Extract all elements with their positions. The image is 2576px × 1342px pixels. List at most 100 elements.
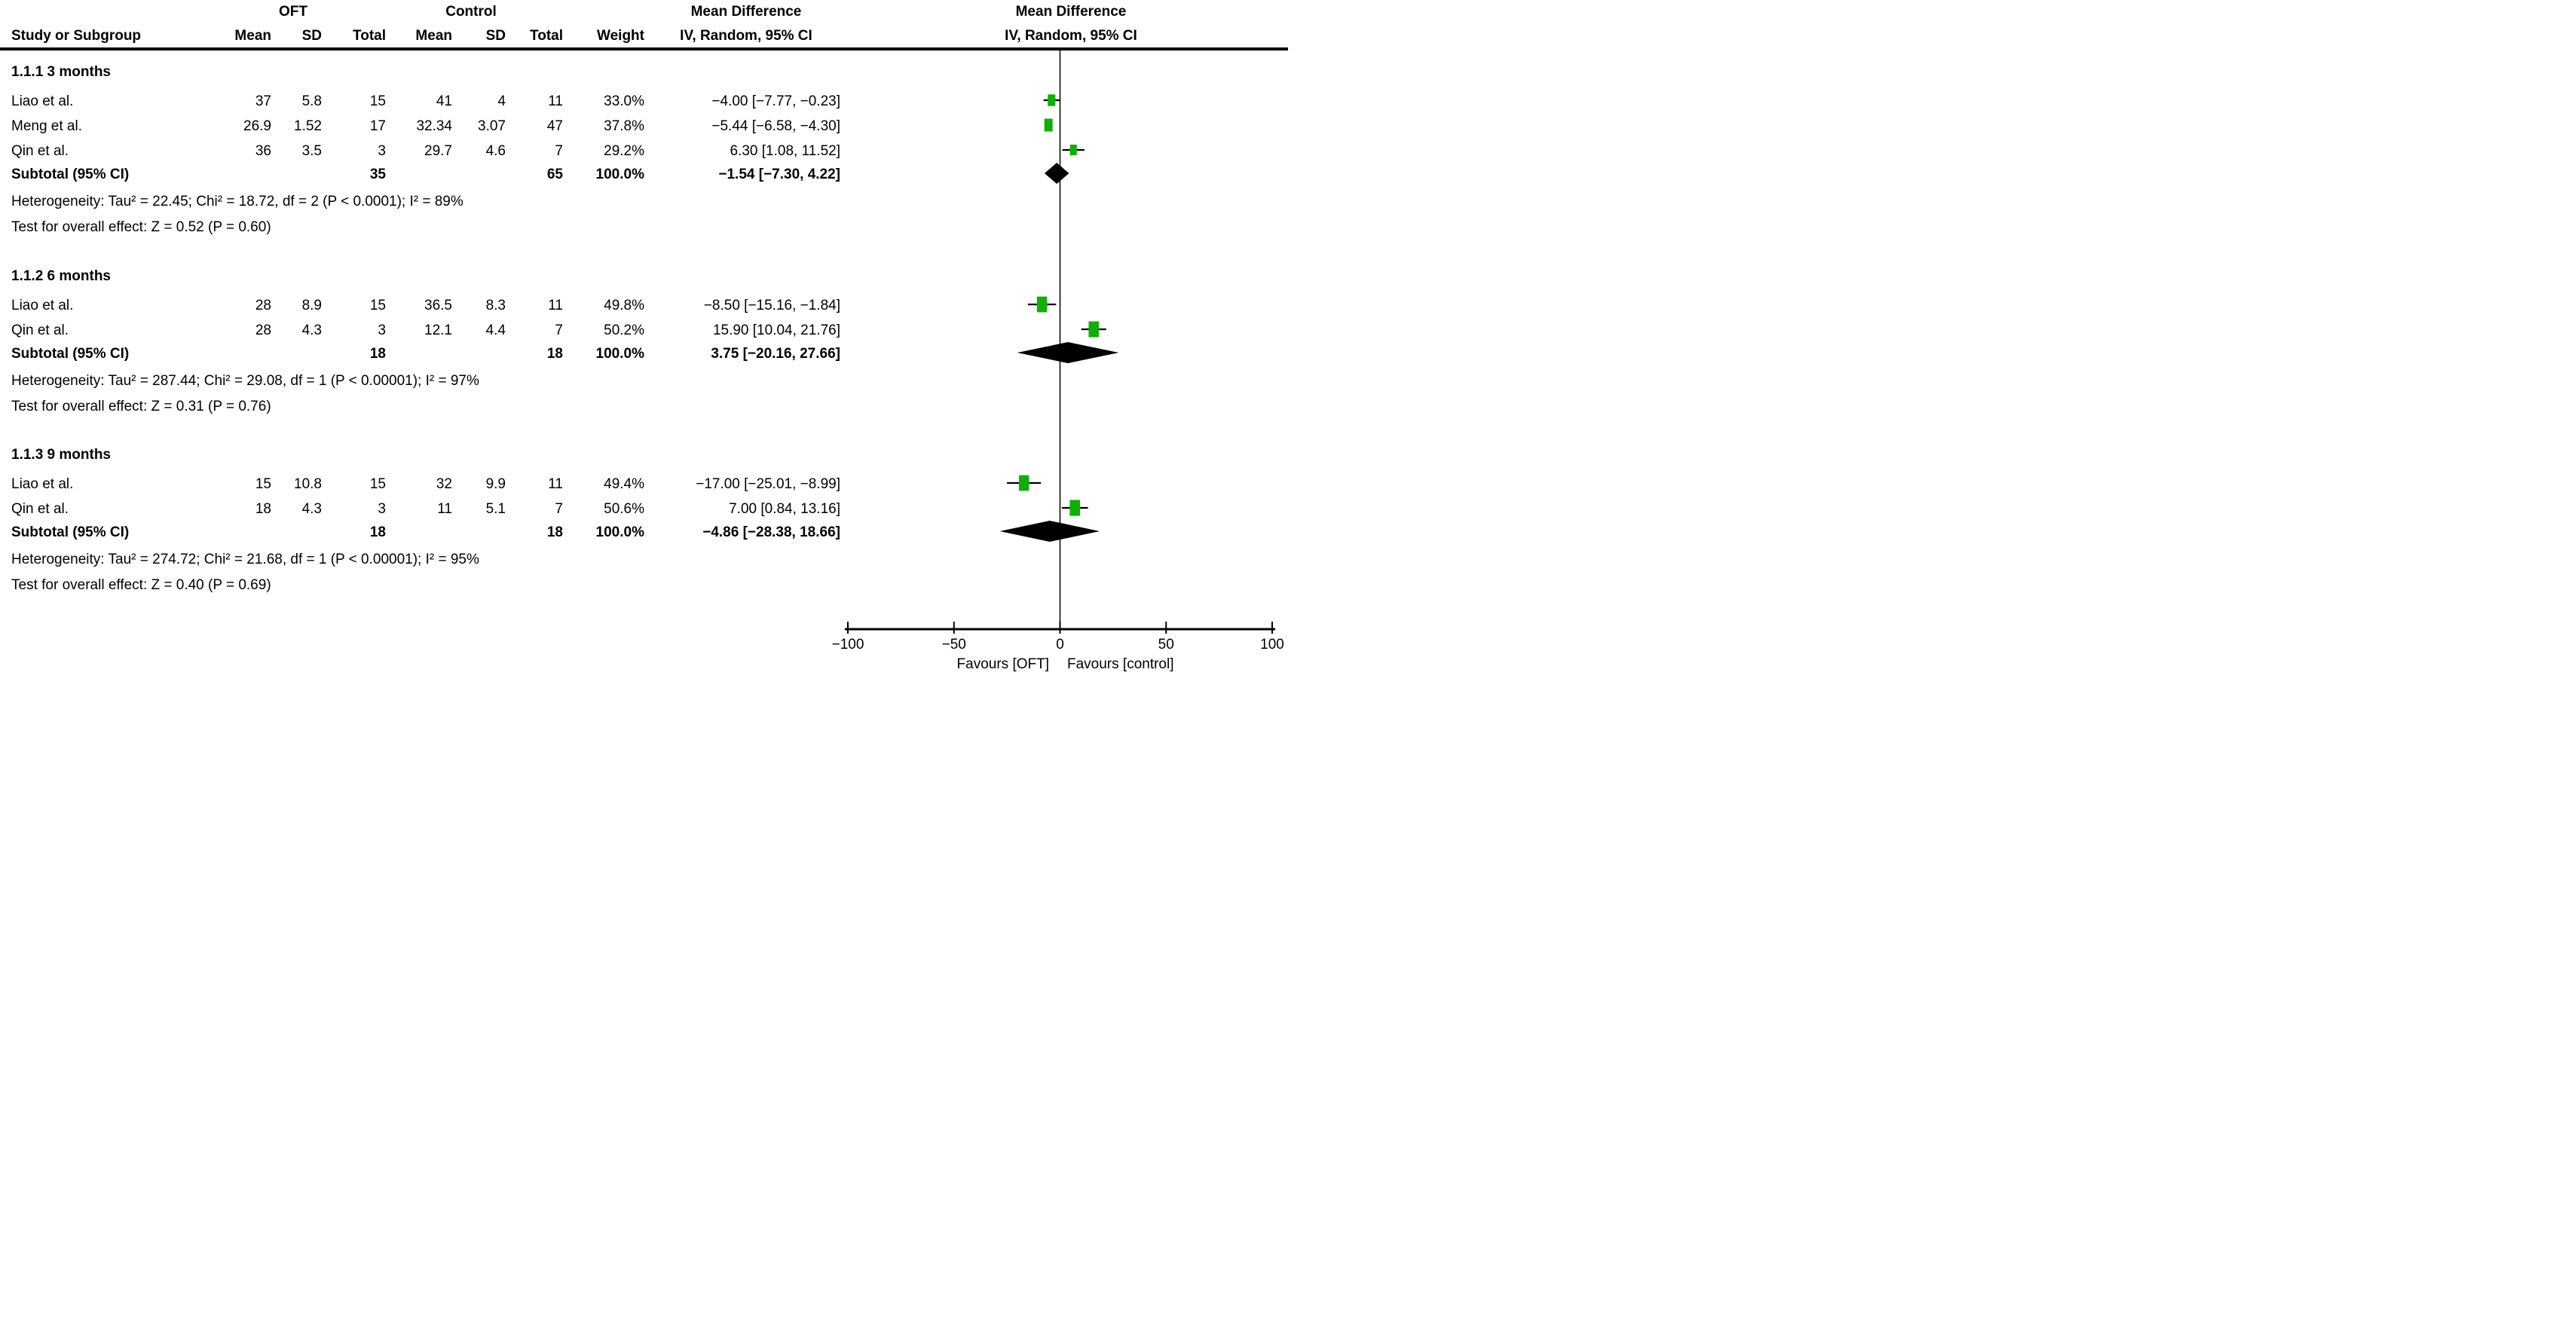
study-md-ci: 7.00 [0.84, 13.16] xyxy=(729,501,840,517)
subtotal-oft-total: 18 xyxy=(369,524,386,540)
study-cell: 8.9 xyxy=(301,298,322,313)
study-cell: 8.3 xyxy=(485,298,506,313)
column-header-total-ctrl: Total xyxy=(530,28,563,44)
study-cell: 47 xyxy=(546,118,563,134)
study-name: Qin et al. xyxy=(11,143,69,159)
study-cell: 41 xyxy=(436,93,452,109)
study-cell: 9.9 xyxy=(485,476,506,492)
effect-square xyxy=(1088,321,1100,338)
study-cell: 1.52 xyxy=(294,118,322,134)
header-divider xyxy=(0,47,1288,50)
study-cell: 5.8 xyxy=(301,93,322,109)
study-cell: 7 xyxy=(555,323,563,338)
study-cell: 15 xyxy=(369,298,386,313)
column-header-sd-oft: SD xyxy=(301,28,322,44)
heterogeneity-text: Heterogeneity: Tau² = 22.45; Chi² = 18.7… xyxy=(11,194,463,209)
x-tick-label: 0 xyxy=(1056,637,1064,653)
subtotal-label: Subtotal (95% CI) xyxy=(11,346,130,362)
group-header-oft: OFT xyxy=(279,4,307,20)
study-cell: 26.9 xyxy=(243,118,271,134)
study-cell: 32 xyxy=(436,476,452,492)
overall-effect-text: Test for overall effect: Z = 0.40 (P = 0… xyxy=(11,577,271,593)
study-md-ci: −4.00 [−7.77, −0.23] xyxy=(711,93,840,109)
study-cell: 37.8% xyxy=(604,118,644,134)
study-cell: 11 xyxy=(437,501,452,517)
heterogeneity-text: Heterogeneity: Tau² = 287.44; Chi² = 29.… xyxy=(11,373,479,389)
subtotal-diamond xyxy=(1017,342,1119,363)
subtotal-oft-total: 35 xyxy=(369,167,386,182)
study-cell: 15 xyxy=(255,476,271,492)
study-cell: 4.3 xyxy=(301,501,322,517)
study-name: Liao et al. xyxy=(11,298,74,313)
study-cell: 29.2% xyxy=(604,143,644,159)
study-name: Qin et al. xyxy=(11,501,69,517)
effect-square xyxy=(1036,296,1048,313)
effect-subheader-right: IV, Random, 95% CI xyxy=(1005,28,1137,44)
subtotal-weight: 100.0% xyxy=(595,524,644,540)
study-cell: 10.8 xyxy=(294,476,322,492)
study-cell: 11 xyxy=(548,93,563,109)
study-cell: 49.8% xyxy=(604,298,644,313)
column-header-study: Study or Subgroup xyxy=(11,28,142,44)
study-cell: 29.7 xyxy=(424,143,452,159)
study-name: Liao et al. xyxy=(11,93,74,109)
subtotal-md-ci: −1.54 [−7.30, 4.22] xyxy=(718,167,840,182)
study-cell: 5.1 xyxy=(485,501,506,517)
favours-right-label: Favours [control] xyxy=(1067,656,1174,671)
effect-header-left: Mean Difference xyxy=(690,4,802,20)
study-cell: 36 xyxy=(255,143,271,159)
study-md-ci: 15.90 [10.04, 21.76] xyxy=(712,323,840,338)
subtotal-ctrl-total: 18 xyxy=(546,346,563,362)
effect-subheader-left: IV, Random, 95% CI xyxy=(680,28,812,44)
study-cell: 28 xyxy=(255,323,271,338)
subgroup-title: 1.1.2 6 months xyxy=(11,268,111,284)
study-cell: 7 xyxy=(555,143,563,159)
x-tick-label: −100 xyxy=(831,637,864,653)
study-cell: 28 xyxy=(255,298,271,313)
study-cell: 3 xyxy=(378,323,386,338)
study-cell: 3.07 xyxy=(478,118,506,134)
study-cell: 11 xyxy=(548,298,563,313)
subtotal-weight: 100.0% xyxy=(595,346,644,362)
study-cell: 4 xyxy=(497,93,506,109)
subtotal-label: Subtotal (95% CI) xyxy=(11,167,130,182)
study-cell: 37 xyxy=(255,93,271,109)
study-cell: 4.3 xyxy=(301,323,322,338)
effect-header-right: Mean Difference xyxy=(1015,4,1127,20)
subtotal-diamond xyxy=(999,521,1100,542)
subtotal-label: Subtotal (95% CI) xyxy=(11,524,130,540)
study-md-ci: −17.00 [−25.01, −8.99] xyxy=(696,476,840,492)
x-tick-label: 100 xyxy=(1260,637,1284,653)
study-cell: 36.5 xyxy=(424,298,452,313)
study-md-ci: 6.30 [1.08, 11.52] xyxy=(730,143,841,159)
column-header-mean-ctrl: Mean xyxy=(415,28,452,44)
study-name: Qin et al. xyxy=(11,323,69,338)
effect-square xyxy=(1048,94,1056,106)
study-cell: 3 xyxy=(378,501,386,517)
subtotal-ctrl-total: 65 xyxy=(546,167,563,182)
study-name: Meng et al. xyxy=(11,118,82,134)
overall-effect-text: Test for overall effect: Z = 0.52 (P = 0… xyxy=(11,219,271,235)
subtotal-oft-total: 18 xyxy=(369,346,386,362)
study-cell: 32.34 xyxy=(416,118,452,134)
subtotal-weight: 100.0% xyxy=(595,167,644,182)
column-header-mean-oft: Mean xyxy=(234,28,271,44)
study-cell: 33.0% xyxy=(604,93,644,109)
effect-square xyxy=(1069,144,1077,156)
study-cell: 49.4% xyxy=(604,476,644,492)
study-cell: 3.5 xyxy=(301,143,322,159)
study-cell: 15 xyxy=(369,93,386,109)
subtotal-diamond xyxy=(1044,163,1069,184)
forest-plot-figure: OFT Control Mean Difference Mean Differe… xyxy=(0,0,1288,671)
study-cell: 18 xyxy=(255,501,271,517)
subtotal-md-ci: 3.75 [−20.16, 27.66] xyxy=(711,346,840,362)
group-header-control: Control xyxy=(445,4,497,20)
effect-square xyxy=(1044,118,1053,132)
effect-square xyxy=(1018,475,1029,491)
column-header-sd-ctrl: SD xyxy=(485,28,506,44)
column-header-weight: Weight xyxy=(597,28,644,44)
study-cell: 11 xyxy=(548,476,563,492)
subtotal-md-ci: −4.86 [−28.38, 18.66] xyxy=(702,524,840,540)
subgroup-title: 1.1.1 3 months xyxy=(11,64,111,80)
subgroup-title: 1.1.3 9 months xyxy=(11,447,111,463)
